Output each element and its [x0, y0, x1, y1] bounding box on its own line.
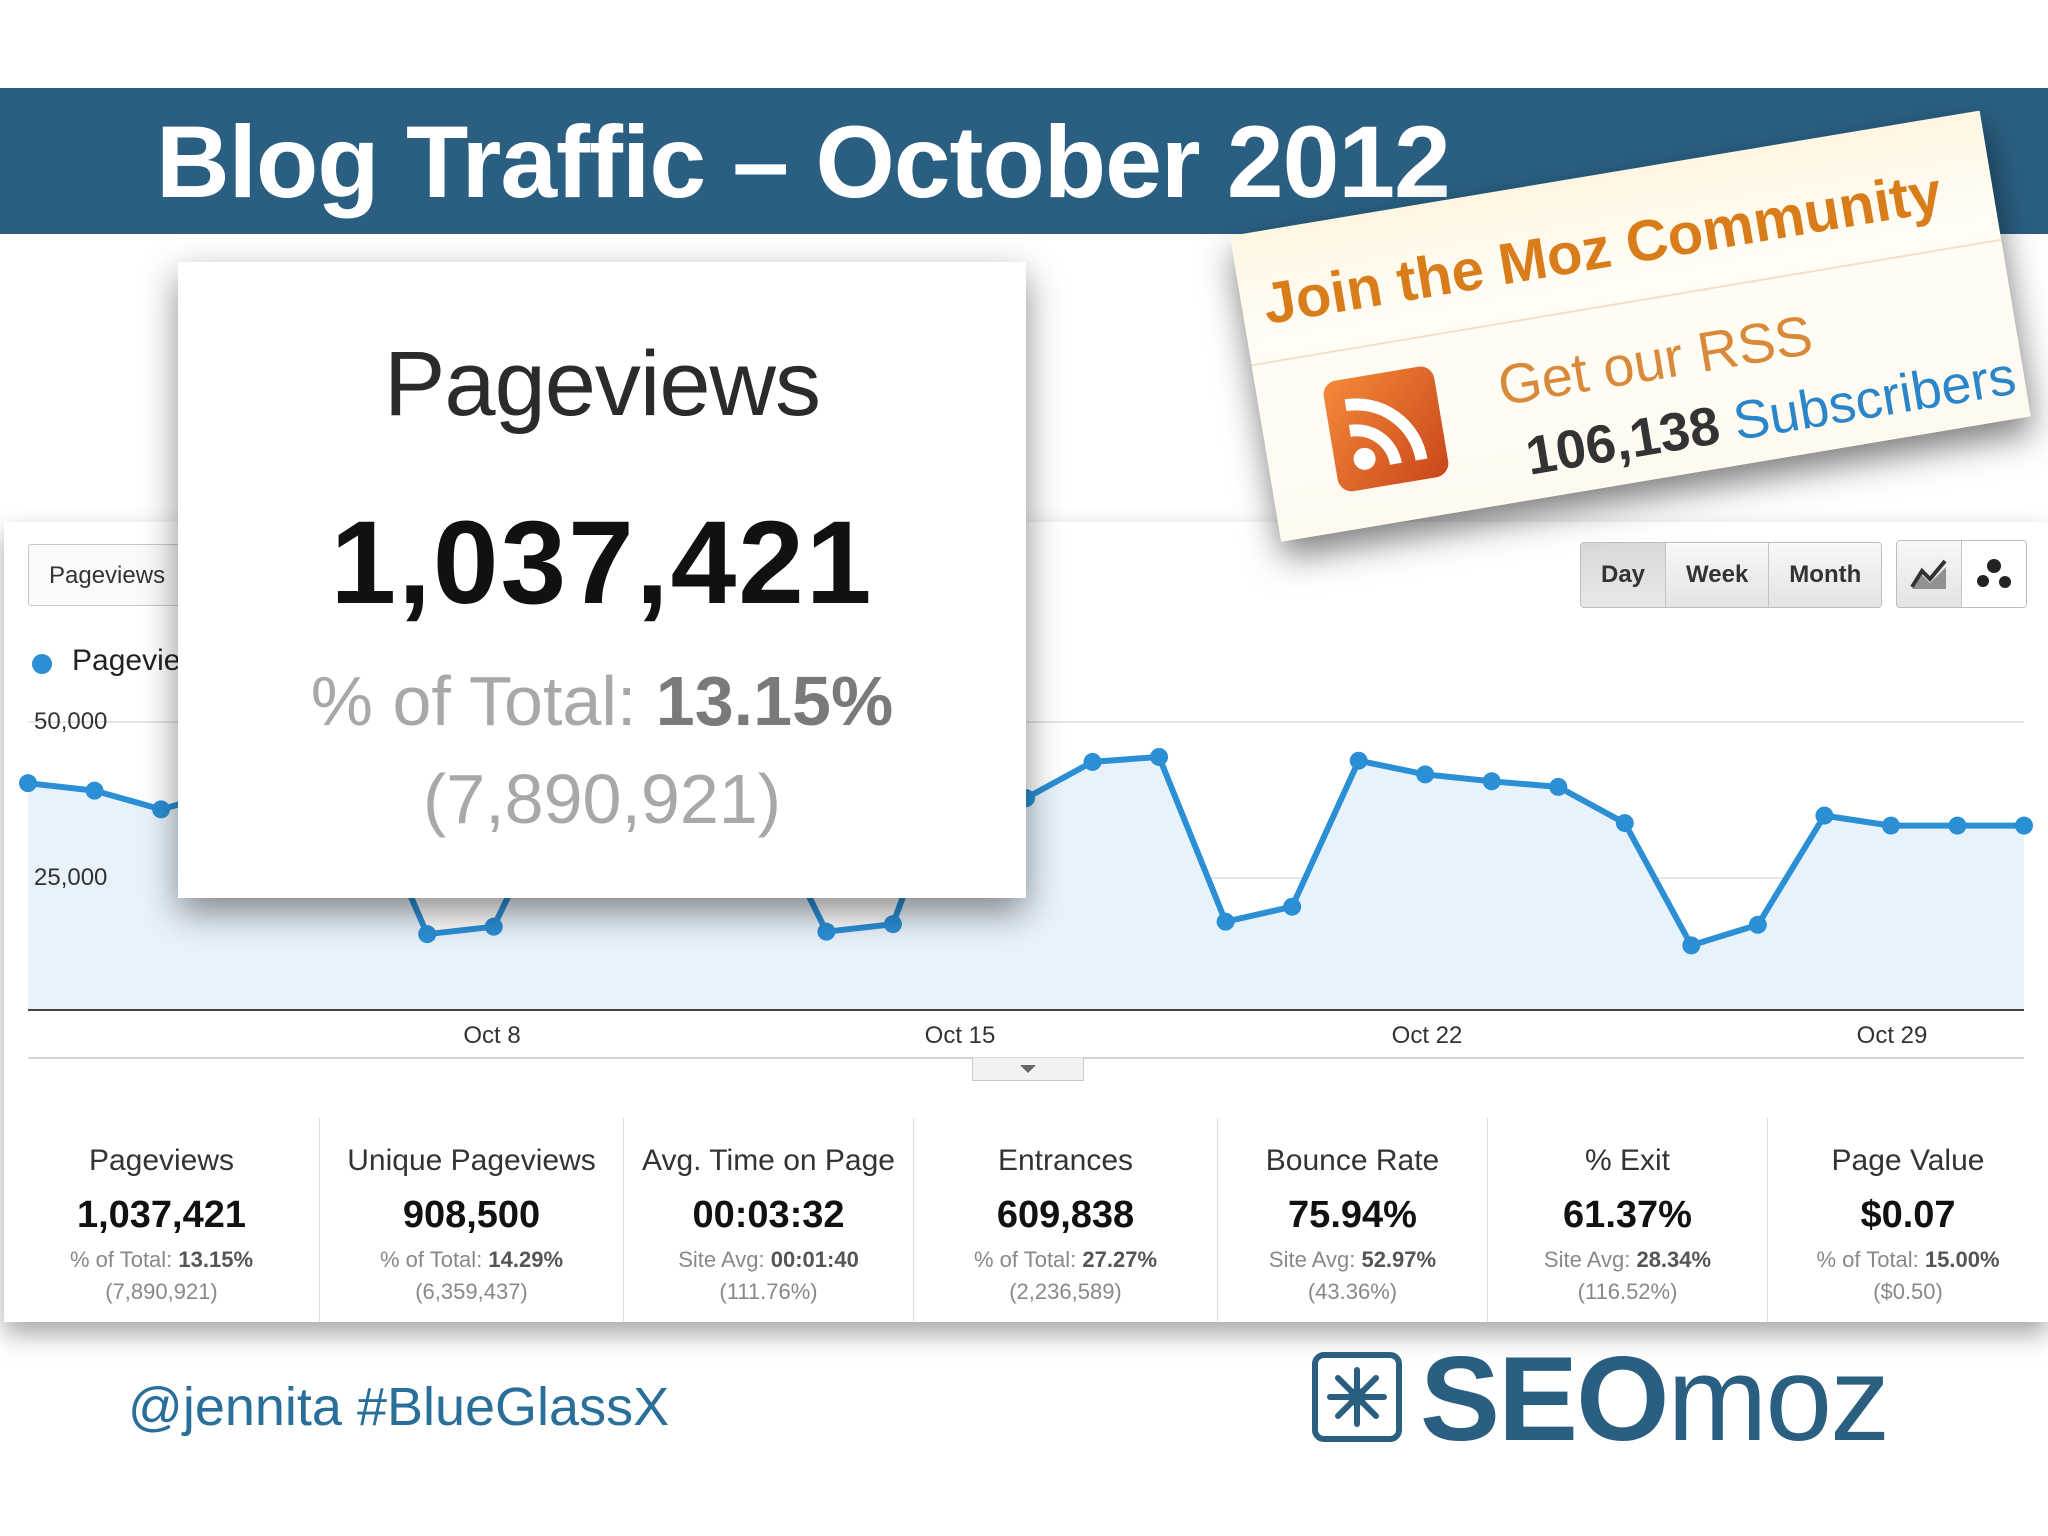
data-point[interactable]: [1881, 816, 1900, 835]
stat-sub2: (2,236,589): [1009, 1279, 1122, 1304]
stat-sub: Site Avg: 00:01:40: [678, 1247, 859, 1272]
stat-sub2: ($0.50): [1873, 1279, 1943, 1304]
stat-sub2: (111.76%): [719, 1279, 818, 1304]
data-point[interactable]: [1815, 806, 1834, 825]
stat-value: 61.37%: [1563, 1194, 1692, 1236]
data-point[interactable]: [1948, 816, 1967, 835]
stat-bounce-rate: Bounce Rate 75.94% Site Avg: 52.97% (43.…: [1218, 1118, 1488, 1322]
data-point[interactable]: [152, 800, 171, 819]
motion-chart-icon[interactable]: [1962, 541, 2026, 607]
stat-value: $0.07: [1860, 1194, 1956, 1236]
data-point[interactable]: [1349, 751, 1368, 770]
stat-sub: % of Total: 27.27%: [973, 1247, 1158, 1272]
data-point[interactable]: [817, 922, 836, 941]
stat-label: Bounce Rate: [1265, 1144, 1440, 1177]
stat-sub: Site Avg: 52.97%: [1268, 1247, 1437, 1272]
stat-label: Entrances: [997, 1144, 1134, 1177]
data-point[interactable]: [1682, 936, 1701, 955]
stat-value: 75.94%: [1288, 1194, 1417, 1236]
zoom-pageviews-card: Pageviews 1,037,421 % of Total: 13.15% (…: [178, 262, 1026, 898]
zoom-percent: % of Total: 13.15%: [310, 662, 894, 740]
stat-sub: % of Total: 15.00%: [1816, 1247, 2000, 1272]
data-point[interactable]: [1216, 912, 1235, 931]
zoom-total: (7,890,921): [422, 760, 782, 838]
stat-label: Page Value: [1831, 1144, 1985, 1177]
moz-community-card: Join the Moz Community Get our RSS 106,1…: [1230, 110, 2031, 542]
stat-sub: % of Total: 14.29%: [379, 1247, 564, 1272]
data-point[interactable]: [2015, 816, 2033, 835]
stat-sub2: (43.36%): [1307, 1279, 1398, 1304]
stat-label: Pageviews: [88, 1144, 235, 1177]
zoom-value: 1,037,421: [330, 497, 874, 629]
y-tick-label: 25,000: [34, 864, 108, 891]
data-point[interactable]: [1283, 897, 1302, 916]
stat-label: Unique Pageviews: [347, 1144, 596, 1177]
x-tick-label: Oct 22: [1391, 1022, 1463, 1049]
data-point[interactable]: [1549, 777, 1568, 796]
stat-avg-time: Avg. Time on Page 00:03:32 Site Avg: 00:…: [624, 1118, 914, 1322]
stat-value: 1,037,421: [76, 1194, 247, 1236]
week-button[interactable]: Week: [1666, 543, 1770, 607]
x-tick-label: Oct 15: [924, 1022, 996, 1049]
collapse-toggle[interactable]: [972, 1058, 1084, 1081]
stat-sub: Site Avg: 28.34%: [1543, 1247, 1712, 1272]
twitter-handle: @jennita #BlueGlassX: [128, 1377, 670, 1437]
stat-sub2: (6,359,437): [415, 1279, 528, 1304]
data-point[interactable]: [1482, 772, 1501, 791]
stat-label: % Exit: [1584, 1144, 1671, 1177]
stat-pageviews: Pageviews 1,037,421 % of Total: 13.15% (…: [4, 1118, 320, 1322]
stat-label: Avg. Time on Page: [642, 1144, 895, 1177]
data-point[interactable]: [1150, 747, 1169, 766]
y-tick-label: 50,000: [34, 708, 108, 735]
stat-value: 00:03:32: [692, 1194, 845, 1236]
stat-exit: % Exit 61.37% Site Avg: 28.34% (116.52%): [1488, 1118, 1768, 1322]
data-point[interactable]: [1083, 752, 1102, 771]
data-point[interactable]: [1615, 814, 1634, 833]
data-point[interactable]: [19, 774, 37, 793]
data-point[interactable]: [418, 925, 437, 944]
stat-sub: % of Total: 13.15%: [69, 1247, 254, 1272]
chevron-down-icon: [1020, 1065, 1036, 1073]
zoom-label: Pageviews: [384, 333, 821, 435]
data-point[interactable]: [1748, 915, 1767, 934]
series-area: [28, 743, 2024, 1010]
data-point[interactable]: [85, 781, 104, 800]
stat-entrances: Entrances 609,838 % of Total: 27.27% (2,…: [914, 1118, 1218, 1322]
data-point[interactable]: [1416, 765, 1435, 784]
x-tick-label: Oct 8: [463, 1022, 521, 1049]
stat-sub2: (7,890,921): [105, 1279, 218, 1304]
snowflake-gear-icon: [1312, 1352, 1402, 1442]
data-point[interactable]: [883, 915, 902, 934]
view-buttons: [1896, 540, 2027, 608]
stat-unique-pageviews: Unique Pageviews 908,500 % of Total: 14.…: [320, 1118, 624, 1322]
stat-value: 609,838: [996, 1194, 1135, 1236]
stat-sub2: (116.52%): [1577, 1279, 1678, 1304]
x-tick-label: Oct 29: [1856, 1022, 1928, 1049]
data-point[interactable]: [484, 917, 503, 936]
stat-page-value: Page Value $0.07 % of Total: 15.00% ($0.…: [1768, 1118, 2048, 1322]
granularity-buttons: Day Week Month: [1580, 542, 1883, 608]
slide-title: Blog Traffic – October 2012: [156, 105, 1451, 219]
month-button[interactable]: Month: [1769, 543, 1882, 607]
stats-row: Pageviews 1,037,421 % of Total: 13.15% (…: [4, 1118, 2048, 1322]
rss-icon[interactable]: [1321, 364, 1451, 494]
day-button[interactable]: Day: [1581, 543, 1667, 607]
line-chart-icon[interactable]: [1897, 541, 1962, 607]
legend-dot-icon: [32, 654, 52, 674]
stat-value: 908,500: [402, 1194, 541, 1236]
seomoz-logo: SEOmoz: [1420, 1332, 1890, 1466]
